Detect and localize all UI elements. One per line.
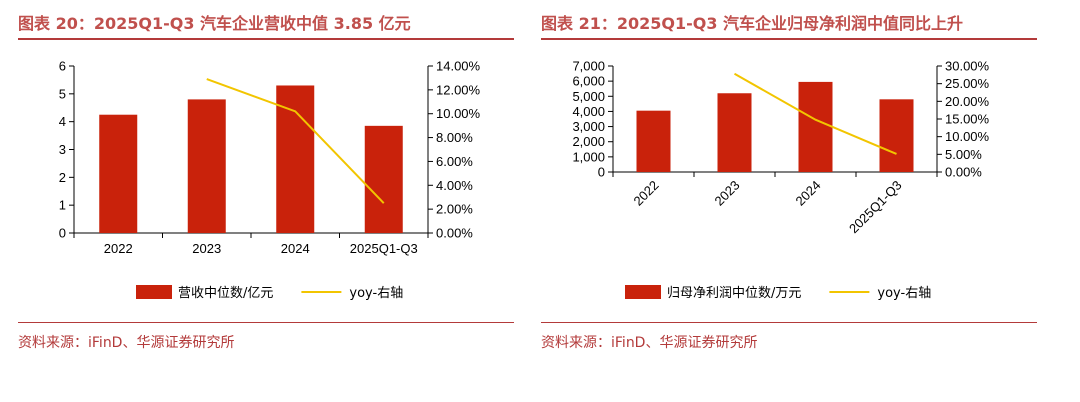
y-tick-label: 2,000: [572, 134, 605, 149]
y2-tick-label: 8.00%: [436, 130, 473, 145]
legend-label-line: yoy-右轴: [877, 286, 931, 301]
chart-title: 图表 21：2025Q1-Q3 汽车企业归母净利润中值同比上升: [541, 14, 964, 33]
x-tick-label: 2025Q1-Q3: [846, 178, 905, 237]
x-tick-label: 2025Q1-Q3: [350, 241, 418, 256]
y-tick-label: 1: [59, 198, 66, 213]
y2-tick-label: 20.00%: [945, 94, 990, 109]
y2-tick-label: 5.00%: [945, 147, 982, 162]
y-tick-label: 1,000: [572, 149, 605, 164]
y-tick-label: 6: [59, 59, 66, 74]
y2-tick-label: 10.00%: [945, 129, 990, 144]
legend-label-bar: 归母净利润中位数/万元: [667, 286, 801, 301]
chart-panel-revenue: 图表 20：2025Q1-Q3 汽车企业营收中值 3.85 亿元 0 1 2 3 4 5 6…: [18, 0, 514, 402]
y-tick-label: 7,000: [572, 59, 605, 74]
y-tick-label: 4,000: [572, 104, 605, 119]
chart-title: 图表 20：2025Q1-Q3 汽车企业营收中值 3.85 亿元: [18, 14, 411, 33]
y2-tick-label: 30.00%: [945, 59, 990, 74]
x-tick-label: 2024: [281, 241, 310, 256]
x-tick-label: 2022: [104, 241, 133, 256]
bar: [364, 125, 403, 233]
y2-tick-label: 0.00%: [945, 165, 982, 180]
revenue-chart: 0 1 2 3 4 5 6 0.00% 2.00% 4.00% 6.00% 8.00% 10.00% 12…: [59, 59, 481, 302]
y-tick-label: 5,000: [572, 89, 605, 104]
legend-swatch-bar: [136, 285, 172, 299]
chart-panel-net-profit: 图表 21：2025Q1-Q3 汽车企业归母净利润中值同比上升 0 1,000 2,…: [541, 0, 1037, 402]
legend-swatch-bar: [625, 285, 661, 299]
y-tick-label: 5: [59, 86, 66, 101]
title-divider: [541, 38, 1037, 40]
bar: [798, 81, 833, 172]
y-tick-label: 2: [59, 170, 66, 185]
y-tick-label: 0: [598, 165, 605, 180]
y2-tick-label: 12.00%: [436, 82, 481, 97]
y2-tick-label: 4.00%: [436, 178, 473, 193]
y-tick-label: 3: [59, 142, 66, 157]
title-divider: [18, 38, 514, 40]
y2-tick-label: 0.00%: [436, 226, 473, 241]
footer-divider: [18, 322, 514, 323]
y2-tick-label: 25.00%: [945, 76, 990, 91]
x-tick-label: 2022: [631, 178, 662, 209]
y-tick-label: 0: [59, 226, 66, 241]
bar: [99, 114, 138, 233]
x-tick-label: 2023: [192, 241, 221, 256]
footer-divider: [541, 322, 1037, 323]
y2-tick-label: 10.00%: [436, 106, 481, 121]
bar: [636, 110, 671, 172]
source-note: 资料来源：iFinD、华源证券研究所: [541, 335, 758, 351]
legend-label-bar: 营收中位数/亿元: [178, 286, 273, 301]
bar: [879, 99, 914, 172]
y-tick-label: 6,000: [572, 74, 605, 89]
y-tick-label: 4: [59, 114, 66, 129]
x-tick-label: 2023: [712, 178, 743, 209]
yoy-series-line: [206, 78, 385, 204]
source-note: 资料来源：iFinD、华源证券研究所: [18, 335, 235, 351]
yoy-series-line: [734, 72, 897, 155]
bar: [187, 99, 226, 234]
bar: [276, 85, 315, 233]
y2-tick-label: 6.00%: [436, 154, 473, 169]
y2-tick-label: 15.00%: [945, 112, 990, 127]
y-tick-label: 3,000: [572, 119, 605, 134]
x-tick-label: 2024: [793, 178, 824, 209]
y2-tick-label: 14.00%: [436, 59, 481, 74]
bar: [717, 93, 752, 172]
y2-tick-label: 2.00%: [436, 202, 473, 217]
legend-label-line: yoy-右轴: [349, 286, 403, 301]
